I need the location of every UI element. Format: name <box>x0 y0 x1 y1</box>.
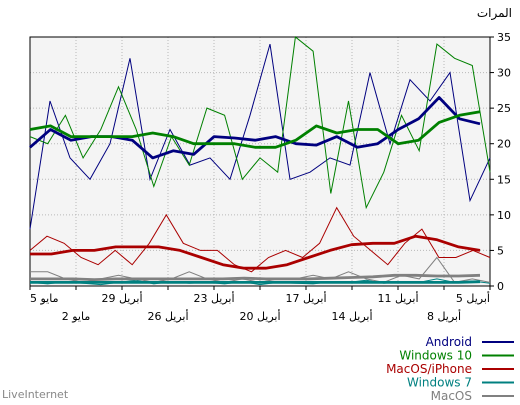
legend-label-macos: MacOS <box>431 389 472 403</box>
x-tick-label-lower: 20 أبريل <box>239 309 280 323</box>
x-tick-label-upper: 29 أبريل <box>101 291 142 305</box>
x-tick-label-upper: 17 أبريل <box>285 291 326 305</box>
x-tick-label-upper: 5 أبريل <box>456 291 490 305</box>
x-tick-label-upper: 5 مايو <box>30 292 59 305</box>
y-axis-label: المرات <box>476 6 512 20</box>
y-tick-label: 25 <box>497 102 511 115</box>
y-tick-label: 15 <box>497 173 511 186</box>
y-tick-label: 20 <box>497 138 511 151</box>
series-trend-line-windows-10 <box>29 110 481 149</box>
plot-border <box>29 36 491 287</box>
x-tick-label-lower: 2 مايو <box>62 310 91 323</box>
series-daily-line-android <box>29 43 491 230</box>
series-daily-line-windows-10 <box>29 36 491 210</box>
y-tick-label: 10 <box>497 209 511 222</box>
series-trend-line-macos-iphone <box>30 234 481 270</box>
series-trend-line-macos <box>30 273 481 281</box>
y-tick-label: 35 <box>497 31 511 44</box>
y-tick-label: 0 <box>497 280 504 293</box>
x-tick-label-lower: 8 أبريل <box>427 309 461 323</box>
legend-label-macos-iphone: MacOS/iPhone <box>386 362 472 376</box>
legend-label-windows-10: Windows 10 <box>399 349 472 363</box>
liveinternet-logo: LiveInternet <box>2 388 69 401</box>
x-tick-label-upper: 23 أبريل <box>193 291 234 305</box>
legend-label-windows-7: Windows 7 <box>407 376 472 390</box>
y-tick-label: 5 <box>497 244 504 257</box>
x-tick-label-lower: 14 أبريل <box>331 309 372 323</box>
series-trend-line-windows-7 <box>30 280 481 284</box>
legend-label-android: Android <box>426 335 472 349</box>
x-tick-label-upper: 11 أبريل <box>377 291 418 305</box>
y-tick-label: 30 <box>497 67 511 80</box>
x-tick-label-lower: 26 أبريل <box>147 309 188 323</box>
